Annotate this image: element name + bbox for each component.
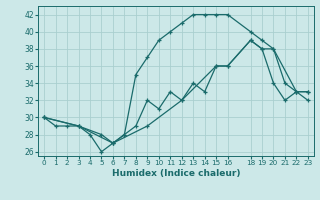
X-axis label: Humidex (Indice chaleur): Humidex (Indice chaleur) [112, 169, 240, 178]
